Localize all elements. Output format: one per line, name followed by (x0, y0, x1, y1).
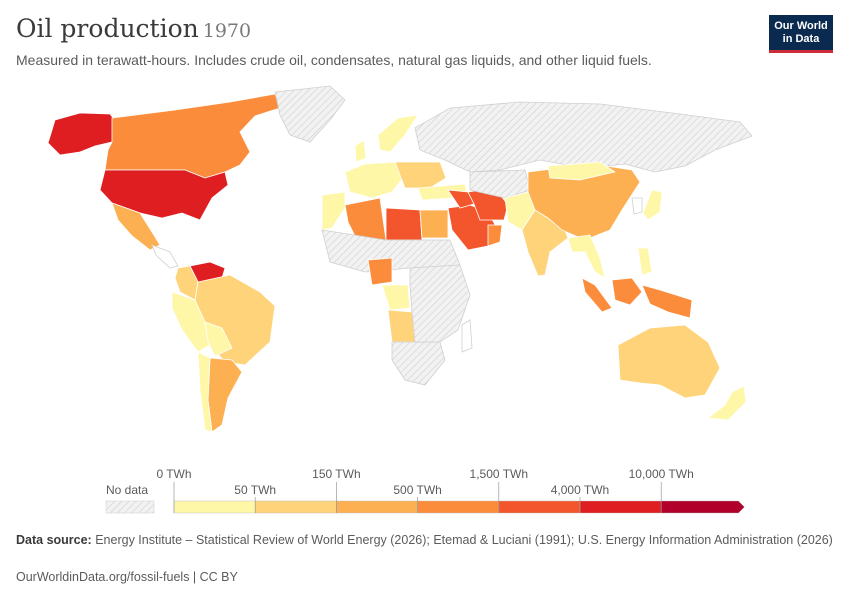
region-central-america[interactable] (151, 244, 179, 269)
region-korea[interactable] (631, 197, 643, 215)
region-australia[interactable] (617, 324, 721, 399)
legend-bin-3 (336, 500, 418, 514)
region-western-europe[interactable] (344, 161, 406, 199)
region-morocco-w-sahara[interactable] (321, 191, 346, 231)
legend-bin-5 (498, 500, 581, 514)
region-united-kingdom[interactable] (354, 139, 367, 163)
region-mongolia[interactable] (547, 161, 616, 181)
region-southeast-asia[interactable] (567, 234, 606, 279)
legend-top-tick-label: 0 TWh (156, 467, 191, 481)
legend-bin-6 (579, 500, 662, 514)
logo-line-1: Our World (774, 20, 828, 32)
owid-logo[interactable]: Our World in Data (769, 15, 833, 53)
region-nigeria[interactable] (367, 257, 393, 286)
region-oman[interactable] (487, 224, 503, 247)
region-eastern-europe[interactable] (394, 161, 447, 189)
legend-top-tick-label: 150 TWh (312, 467, 360, 481)
legend-bin-7 (661, 500, 745, 514)
legend-top-tick-label: 1,500 TWh (470, 467, 528, 481)
legend-top-tick-label: 10,000 TWh (629, 467, 694, 481)
legend-bottom-tick-label: 4,000 TWh (551, 483, 609, 497)
region-new-zealand[interactable] (706, 385, 747, 421)
region-gabon-congo[interactable] (381, 284, 411, 311)
region-canada[interactable] (104, 93, 281, 179)
region-greenland[interactable] (274, 85, 346, 143)
region-borneo[interactable] (611, 277, 643, 306)
chart-title: Oil production 1970 (16, 14, 251, 43)
title-text: Oil production (16, 14, 199, 43)
footer-source: Data source: Energy Institute – Statisti… (16, 532, 836, 548)
legend-bin-1 (173, 500, 256, 514)
region-brazil[interactable] (194, 274, 276, 366)
region-east-africa[interactable] (409, 264, 471, 343)
legend-bottom-tick-label: 500 TWh (393, 483, 441, 497)
region-libya[interactable] (385, 207, 423, 241)
region-madagascar[interactable] (461, 319, 473, 353)
source-text: Energy Institute – Statistical Review of… (95, 533, 833, 547)
legend-bottom-tick-label: 50 TWh (234, 483, 276, 497)
region-sumatra[interactable] (581, 277, 613, 313)
region-central-asia[interactable] (469, 169, 531, 199)
source-label: Data source: (16, 533, 92, 547)
region-bolivia[interactable] (204, 321, 233, 357)
region-japan[interactable] (642, 189, 663, 221)
region-indonesia-east[interactable] (641, 284, 693, 319)
region-argentina[interactable] (207, 357, 243, 433)
chart-subtitle: Measured in terawatt-hours. Includes cru… (16, 52, 652, 68)
region-russia-ussr[interactable] (414, 101, 753, 173)
region-norway[interactable] (377, 114, 419, 153)
logo-line-2: in Data (782, 33, 820, 45)
region-chile[interactable] (197, 351, 213, 433)
legend: No data 0 TWh 150 TWh 1,500 TWh 10,000 TWh 5… (105, 467, 745, 514)
legend-no-data-swatch (105, 500, 155, 514)
footer-url[interactable]: OurWorldinData.org/fossil-fuels | CC BY (16, 570, 238, 584)
legend-bin-4 (417, 500, 500, 514)
region-southern-africa[interactable] (391, 341, 446, 386)
region-egypt[interactable] (419, 209, 449, 239)
region-angola[interactable] (387, 309, 416, 343)
region-alaska[interactable] (47, 112, 119, 156)
title-year: 1970 (202, 20, 252, 42)
legend-bin-2 (254, 500, 337, 514)
legend-no-data-label: No data (106, 483, 148, 497)
world-map[interactable] (0, 80, 850, 455)
region-philippines[interactable] (637, 247, 653, 276)
